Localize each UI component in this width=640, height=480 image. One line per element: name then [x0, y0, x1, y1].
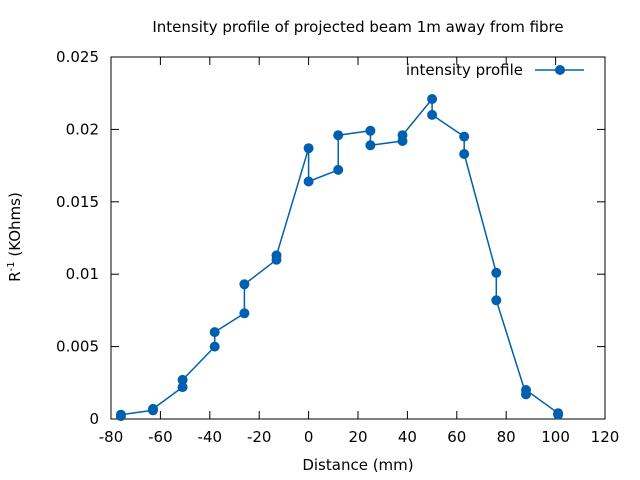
data-point — [491, 267, 502, 278]
data-point — [365, 125, 376, 136]
legend-label: intensity profile — [406, 61, 523, 79]
data-point — [427, 94, 438, 104]
data-point — [521, 385, 531, 395]
series-line — [120, 98, 559, 417]
x-tick-label: 100 — [541, 428, 570, 446]
data-point — [333, 164, 344, 175]
data-point — [427, 109, 438, 120]
x-tick-label: 0 — [304, 428, 314, 446]
data-point — [177, 374, 188, 385]
y-tick-label: 0.005 — [56, 338, 99, 356]
y-axis-label-units: (KOhms) — [6, 192, 24, 261]
data-point — [459, 131, 470, 142]
y-tick-label: 0.015 — [56, 193, 99, 211]
y-axis-label: R-1 (KOhms) — [6, 192, 24, 282]
data-point — [239, 279, 250, 290]
data-point — [459, 149, 470, 159]
x-axis-label: Distance (mm) — [302, 456, 413, 474]
data-point — [303, 176, 314, 187]
y-tick-label: 0.02 — [66, 120, 99, 138]
x-tick-label: 20 — [348, 428, 367, 446]
data-point — [333, 130, 344, 141]
x-tick-label: 80 — [497, 428, 516, 446]
data-point — [115, 409, 126, 420]
data-point — [271, 250, 282, 261]
data-point — [209, 327, 220, 338]
data-point — [177, 382, 188, 393]
chart-title: Intensity profile of projected beam 1m a… — [152, 18, 563, 36]
legend-marker — [555, 65, 565, 75]
x-tick-label: -40 — [198, 428, 223, 446]
data-point — [491, 295, 502, 306]
series-layer — [115, 94, 564, 422]
x-tick-label: 60 — [447, 428, 466, 446]
data-point — [365, 140, 376, 151]
data-point — [148, 403, 158, 414]
data-point — [209, 341, 220, 352]
y-axis-label-base: R — [6, 271, 24, 281]
x-tick-label: -60 — [148, 428, 173, 446]
x-tick-label: -20 — [247, 428, 272, 446]
x-tick-label: 120 — [591, 428, 620, 446]
x-tick-label: -80 — [99, 428, 124, 446]
x-tick-label: 40 — [398, 428, 417, 446]
y-tick-label: 0.025 — [56, 48, 99, 66]
data-point — [303, 143, 314, 154]
data-point — [553, 409, 564, 420]
y-axis-label-superscript: -1 — [6, 261, 17, 271]
data-point — [397, 130, 408, 141]
axis-ticks: -80 -60 -40 -20 0 20 40 60 80 100 120 0 0.005 0.01 0.0… — [56, 48, 619, 446]
y-tick-label: 0 — [89, 410, 99, 428]
legend: intensity profile — [406, 61, 584, 79]
y-tick-label: 0.01 — [66, 265, 99, 283]
plot-area-border — [110, 56, 606, 420]
data-point — [239, 308, 250, 319]
